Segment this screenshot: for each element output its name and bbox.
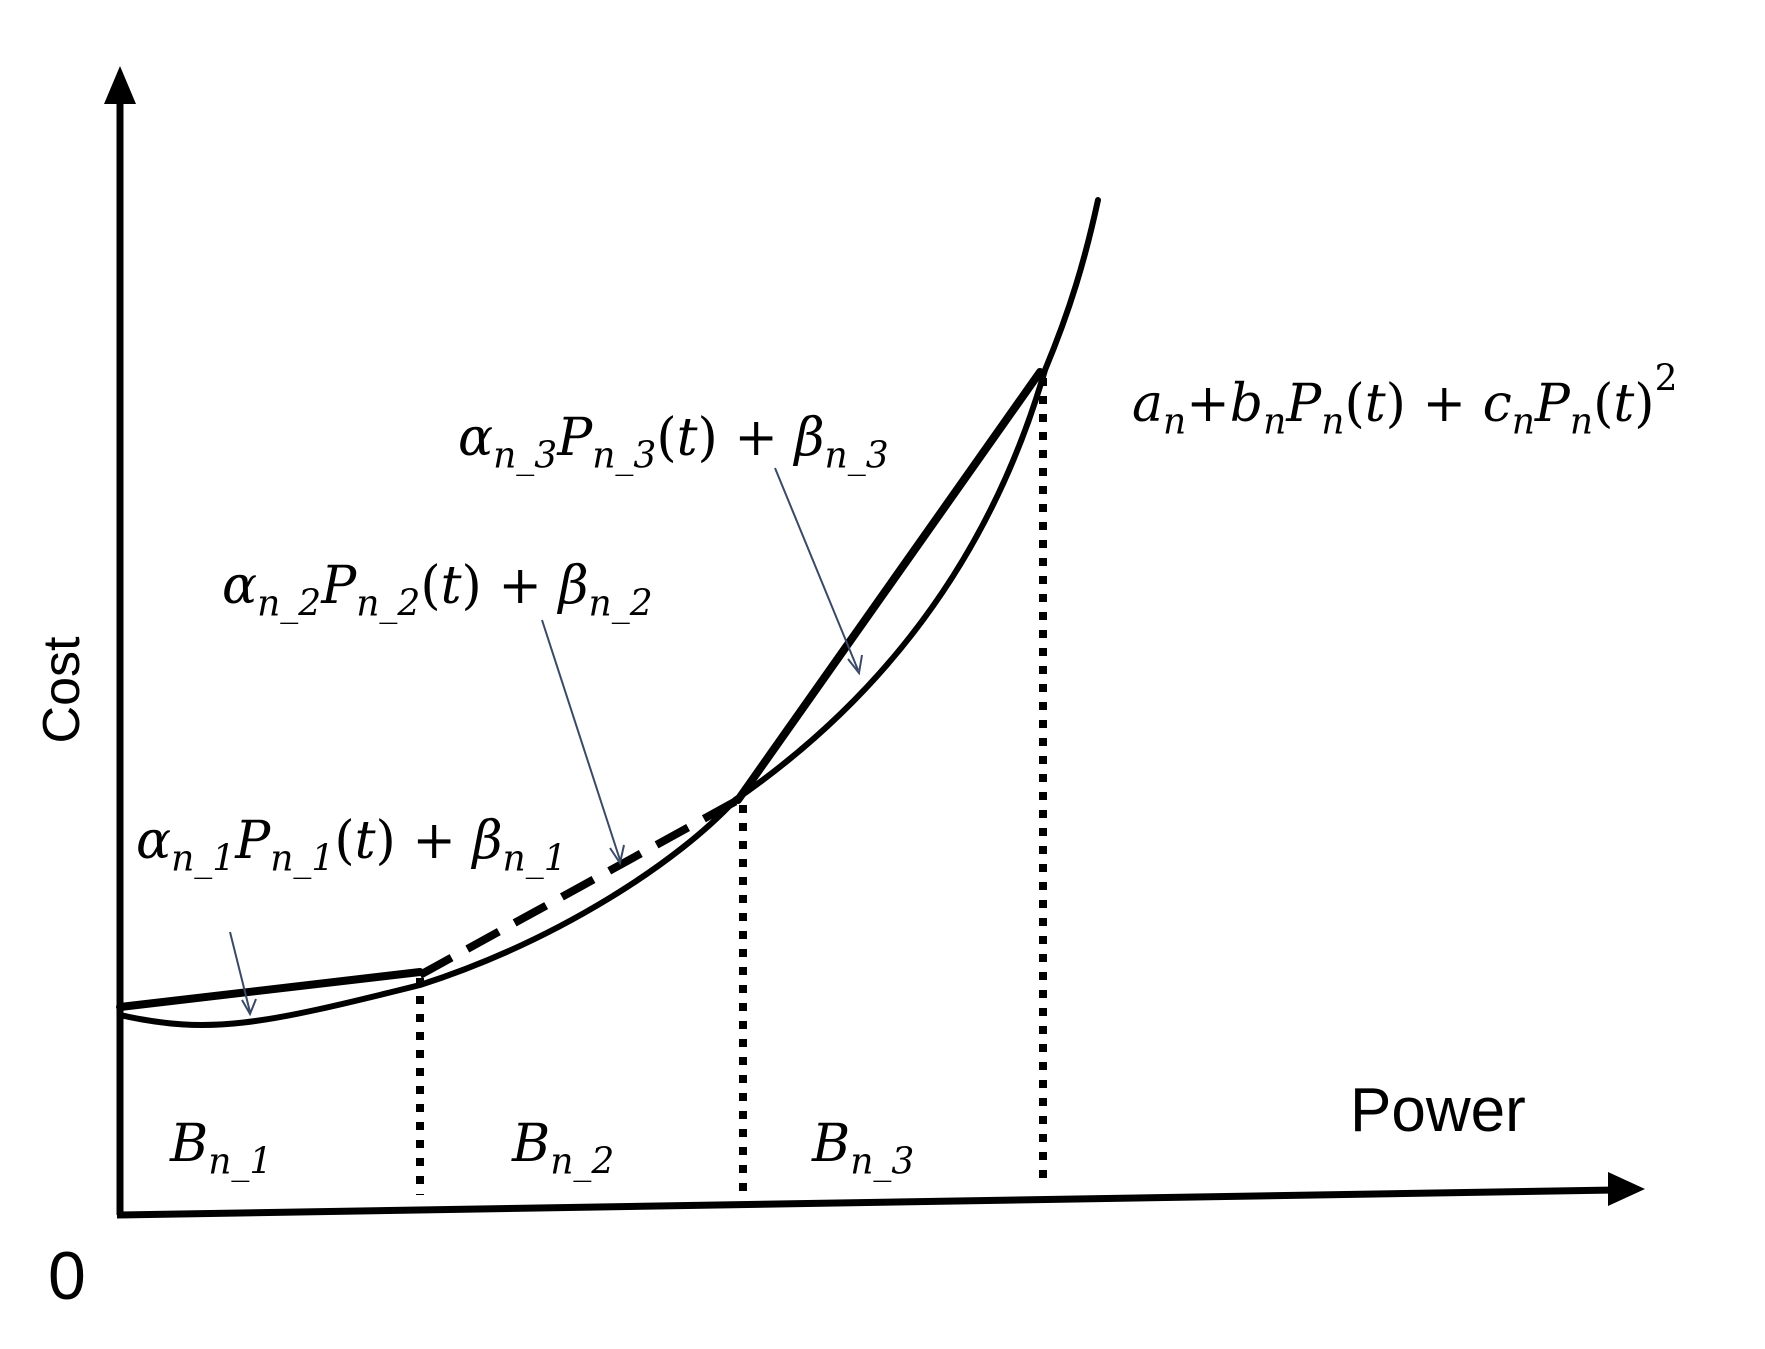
x-axis-line <box>116 1186 1616 1219</box>
block-label-1: Bn_1 <box>170 1114 273 1183</box>
block-label-3: Bn_3 <box>812 1114 915 1183</box>
segment-1-formula: αn_1Pn_1(t) + βn_1 <box>136 811 567 880</box>
linear-segment-3 <box>734 368 1044 804</box>
pointer-arrow-2 <box>541 619 625 866</box>
segment-3-formula: αn_3Pn_3(t) + βn_3 <box>458 408 889 477</box>
segment-2-formula: αn_2Pn_2(t) + βn_2 <box>222 556 653 625</box>
quadratic-formula-label: an+bnPn(t) + cnPn(t)2 <box>1132 358 1678 443</box>
y-axis-label: Cost <box>33 636 91 744</box>
x-axis-arrowhead <box>1608 1172 1645 1206</box>
origin-label: 0 <box>48 1238 86 1314</box>
pointer-arrow-1 <box>229 931 257 1017</box>
y-axis-arrowhead <box>104 66 136 104</box>
linear-segment-1 <box>116 968 424 1011</box>
pointer-arrow-3 <box>774 467 863 676</box>
block-label-2: Bn_2 <box>512 1114 615 1183</box>
linear-segment-2-dashed <box>418 796 740 979</box>
x-axis-label: Power <box>1350 1076 1526 1145</box>
